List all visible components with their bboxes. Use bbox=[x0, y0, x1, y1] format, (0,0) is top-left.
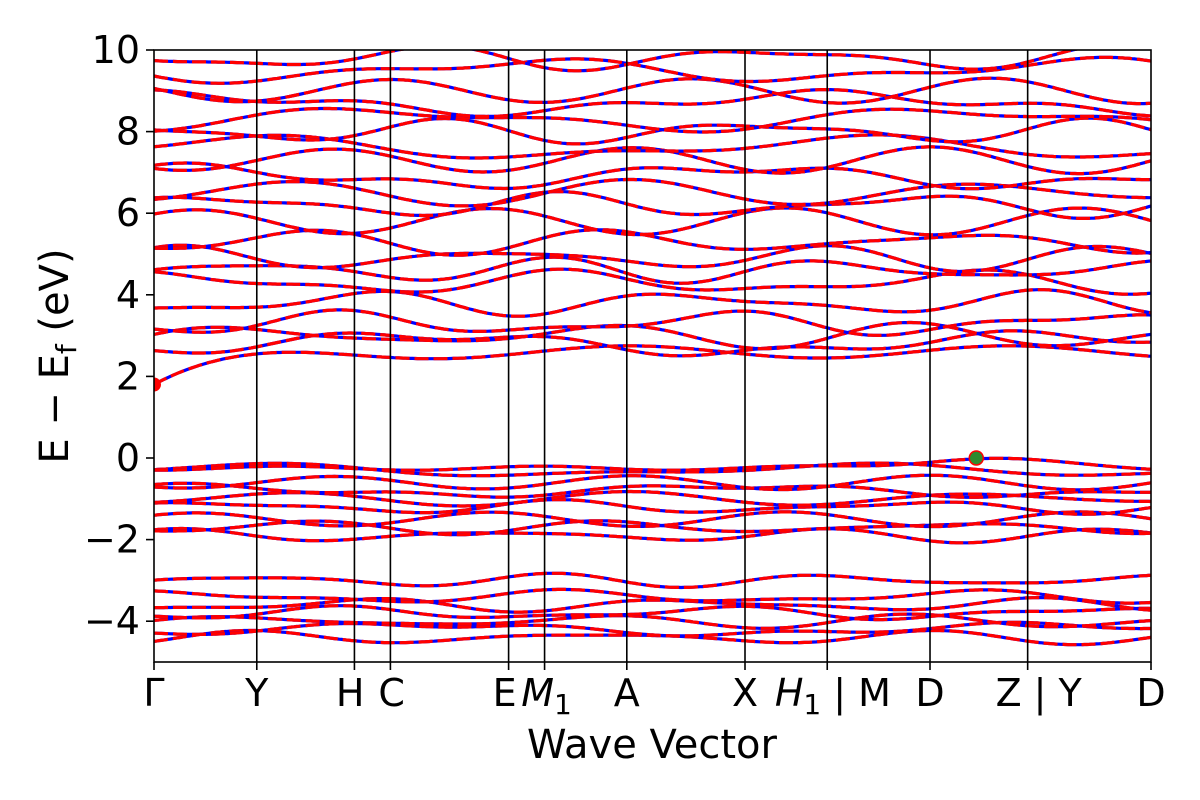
x-tick-label: | Y bbox=[1034, 671, 1083, 716]
x-tick-label: X bbox=[732, 671, 758, 715]
y-tick-label: 0 bbox=[116, 436, 140, 480]
x-tick-label: H1 bbox=[775, 671, 821, 721]
y-tick-label: 10 bbox=[92, 28, 140, 72]
conduction-band-up bbox=[154, 320, 1151, 351]
extremum-markers bbox=[154, 377, 985, 466]
y-tick-label: 6 bbox=[116, 191, 140, 235]
x-tick-label: C bbox=[378, 671, 405, 715]
conduction-band-up bbox=[154, 190, 1151, 220]
valence-band-up bbox=[154, 612, 1151, 630]
conduction-band-up bbox=[154, 133, 1151, 160]
plot-frame bbox=[153, 49, 1152, 663]
x-tick-label: H bbox=[336, 671, 365, 715]
x-tick-label: E bbox=[493, 671, 517, 715]
valence-band-up bbox=[154, 456, 1151, 472]
conduction-band-up bbox=[154, 55, 1151, 85]
valence-band-up bbox=[154, 604, 1151, 622]
valence-band-up bbox=[154, 461, 1151, 478]
valence-band-up bbox=[154, 620, 1151, 638]
y-tick-label: 4 bbox=[116, 273, 140, 317]
y-axis-label-unit: (eV) bbox=[32, 248, 78, 344]
y-tick-label: −4 bbox=[84, 599, 140, 643]
conduction-band-minimum-marker bbox=[154, 377, 161, 392]
valence-band-up bbox=[154, 526, 1151, 545]
x-tick-label: Y bbox=[244, 671, 269, 715]
y-tick-label: 2 bbox=[116, 354, 140, 398]
y-axis-ticks: −4 −2 0 2 4 6 8 10 bbox=[84, 28, 154, 643]
x-tick-label: A bbox=[614, 671, 640, 715]
conduction-band-up bbox=[154, 116, 1151, 146]
conduction-band-up bbox=[154, 50, 1151, 73]
conduction-band-up bbox=[154, 206, 1151, 237]
x-tick-label: D bbox=[1136, 671, 1165, 715]
x-tick-label: D bbox=[915, 671, 944, 715]
conduction-band-up bbox=[154, 145, 1151, 176]
x-axis-label: Wave Vector bbox=[527, 722, 778, 768]
valence-band-up bbox=[154, 473, 1151, 492]
y-tick-label: 8 bbox=[116, 110, 140, 154]
y-axis-label-subscript: f bbox=[50, 343, 83, 354]
conduction-band-up bbox=[154, 255, 1151, 285]
valence-band-up bbox=[154, 510, 1151, 529]
valence-band-up bbox=[154, 587, 1151, 605]
conduction-band-up bbox=[154, 161, 1151, 191]
y-axis-label: E − Ef (eV) bbox=[32, 248, 83, 463]
valence-band-up bbox=[154, 596, 1151, 614]
conduction-band-up bbox=[154, 88, 1151, 119]
bands-group bbox=[154, 50, 1151, 647]
x-tick-label: Γ bbox=[143, 671, 164, 715]
y-tick-label: −2 bbox=[84, 518, 140, 562]
y-axis-label-main: E − E bbox=[32, 354, 78, 464]
conduction-band-up bbox=[154, 308, 1151, 337]
x-tick-label: | M bbox=[833, 671, 891, 716]
valence-band-up bbox=[154, 481, 1151, 499]
conduction-band-up bbox=[154, 177, 1151, 208]
conduction-band-up bbox=[154, 106, 1151, 134]
valence-band-up bbox=[154, 489, 1151, 508]
high-symmetry-lines bbox=[255, 50, 1029, 662]
x-tick-label: Z bbox=[996, 671, 1022, 715]
conduction-band-up bbox=[154, 344, 1151, 387]
valence-band-up bbox=[154, 498, 1151, 516]
valence-band-up bbox=[154, 571, 1151, 590]
conduction-band-up bbox=[154, 288, 1151, 318]
conduction-band-up bbox=[154, 243, 1151, 274]
x-tick-label: M1 bbox=[521, 671, 572, 721]
conduction-band-up bbox=[154, 76, 1151, 106]
conduction-band-up bbox=[154, 228, 1151, 257]
conduction-band-up bbox=[154, 329, 1151, 358]
x-axis-ticks: Γ Y H C E M1 A X H1 | M D Z | Y D bbox=[143, 662, 1166, 721]
valence-band-maximum-marker bbox=[968, 450, 985, 466]
